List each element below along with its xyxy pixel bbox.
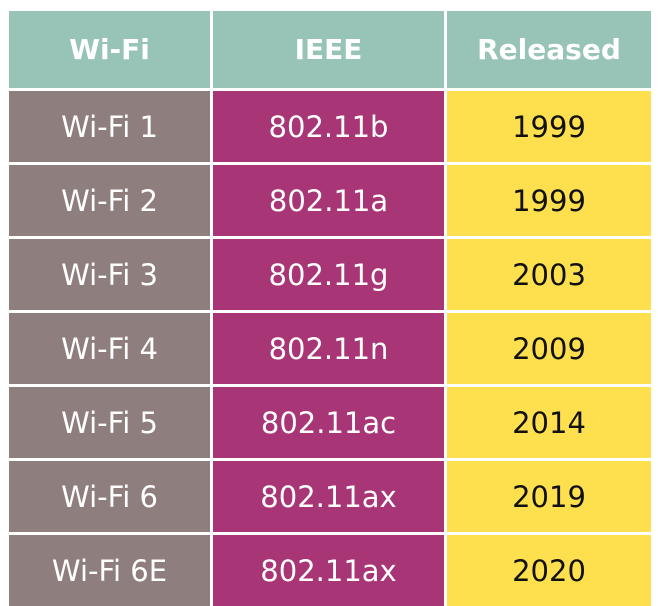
cell-release-year: 1999 — [447, 91, 651, 162]
cell-ieee-standard: 802.11ax — [213, 535, 444, 606]
cell-ieee-standard: 802.11ax — [213, 461, 444, 532]
cell-wifi-name: Wi-Fi 6E — [9, 535, 210, 606]
cell-release-year: 2014 — [447, 387, 651, 458]
cell-ieee-standard: 802.11g — [213, 239, 444, 310]
cell-release-year: 2009 — [447, 313, 651, 384]
cell-wifi-name: Wi-Fi 6 — [9, 461, 210, 532]
cell-wifi-name: Wi-Fi 5 — [9, 387, 210, 458]
cell-release-year: 2003 — [447, 239, 651, 310]
cell-ieee-standard: 802.11n — [213, 313, 444, 384]
cell-wifi-name: Wi-Fi 1 — [9, 91, 210, 162]
header-ieee: IEEE — [213, 11, 444, 88]
cell-release-year: 2019 — [447, 461, 651, 532]
wifi-generations-table: Wi-Fi IEEE Released Wi-Fi 1 802.11b 1999… — [9, 11, 651, 606]
header-wifi: Wi-Fi — [9, 11, 210, 88]
cell-ieee-standard: 802.11b — [213, 91, 444, 162]
cell-wifi-name: Wi-Fi 4 — [9, 313, 210, 384]
cell-wifi-name: Wi-Fi 2 — [9, 165, 210, 236]
cell-release-year: 1999 — [447, 165, 651, 236]
cell-ieee-standard: 802.11a — [213, 165, 444, 236]
cell-ieee-standard: 802.11ac — [213, 387, 444, 458]
header-released: Released — [447, 11, 651, 88]
cell-wifi-name: Wi-Fi 3 — [9, 239, 210, 310]
cell-release-year: 2020 — [447, 535, 651, 606]
